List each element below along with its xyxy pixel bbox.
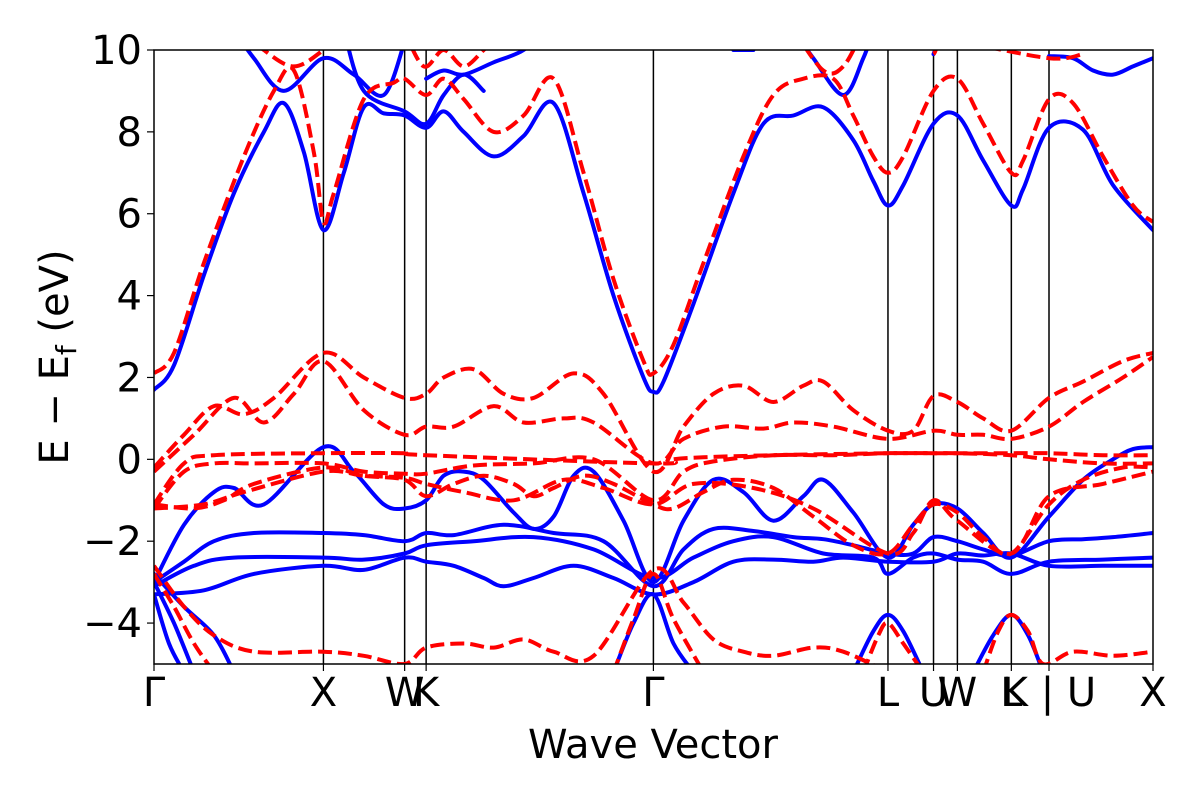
x-tick-label: L [1000, 670, 1023, 716]
series-line-dft-4 [154, 450, 1153, 506]
series-line-dft-11 [864, 620, 920, 664]
series-line-band-11 [154, 571, 233, 664]
y-tick-label: −4 [83, 601, 142, 647]
y-axis-title-unit: (eV) [32, 249, 78, 345]
series-line-dft-2 [154, 350, 1153, 474]
y-tick-label: 2 [117, 355, 142, 401]
y-axis-title-main: E − E [32, 355, 78, 465]
series-line-band-14 [804, 50, 869, 97]
y-tick-label: 0 [117, 437, 142, 483]
y-tick-label: 4 [117, 274, 142, 320]
series-line-dft-12 [983, 612, 1153, 664]
x-tick-label: Γ [642, 670, 665, 716]
y-tick-label: −2 [83, 519, 142, 565]
x-tick-label: K [413, 670, 441, 716]
y-tick-label: 6 [117, 192, 142, 238]
series-line-band-3 [154, 522, 1153, 589]
series-line-dft-5 [154, 451, 1153, 510]
x-tick-label: Γ [143, 670, 166, 716]
y-axis: −4 −2 0 2 4 6 8 10 [83, 28, 154, 647]
series-line-dft-1 [154, 65, 1153, 377]
series-line-band-8 [614, 592, 690, 664]
band-lines [154, 50, 1153, 664]
kpoint-divider-lines [322, 50, 1050, 664]
series-line-band-1 [154, 99, 1153, 395]
series-line-dft-8 [154, 564, 876, 664]
series-line-band-6 [154, 580, 193, 664]
x-tick-label: X [310, 670, 337, 716]
series-line-band-7 [154, 592, 182, 664]
x-tick-label: X [1139, 670, 1166, 716]
series-line-dft-9 [154, 572, 211, 664]
series-line-dft-10 [614, 571, 702, 664]
y-tick-label: 8 [117, 110, 142, 156]
y-tick-label: 10 [91, 28, 142, 74]
series-line-band-4 [154, 534, 1153, 589]
series-line-band-18 [346, 50, 486, 127]
y-axis-title-subscript: f [50, 344, 83, 355]
series-line-dft-16 [931, 50, 1084, 61]
series-line-dft-6 [154, 464, 1153, 557]
series-line-dft-14 [410, 50, 487, 69]
series-line-band-9 [854, 612, 922, 664]
x-tick-label: W [938, 670, 978, 716]
x-tick-label: U [919, 670, 948, 716]
y-axis-title: E − Ef (eV) [32, 249, 83, 464]
series-line-band-13 [424, 50, 527, 81]
x-axis-title: Wave Vector [528, 722, 779, 768]
series-line-band-12 [245, 50, 405, 98]
x-tick-label: W [385, 670, 425, 716]
series-line-dft-13 [260, 50, 327, 69]
series-line-dft-7 [154, 468, 1153, 557]
x-tick-label: L [877, 670, 900, 716]
x-tick-label: K | U [1002, 670, 1096, 716]
